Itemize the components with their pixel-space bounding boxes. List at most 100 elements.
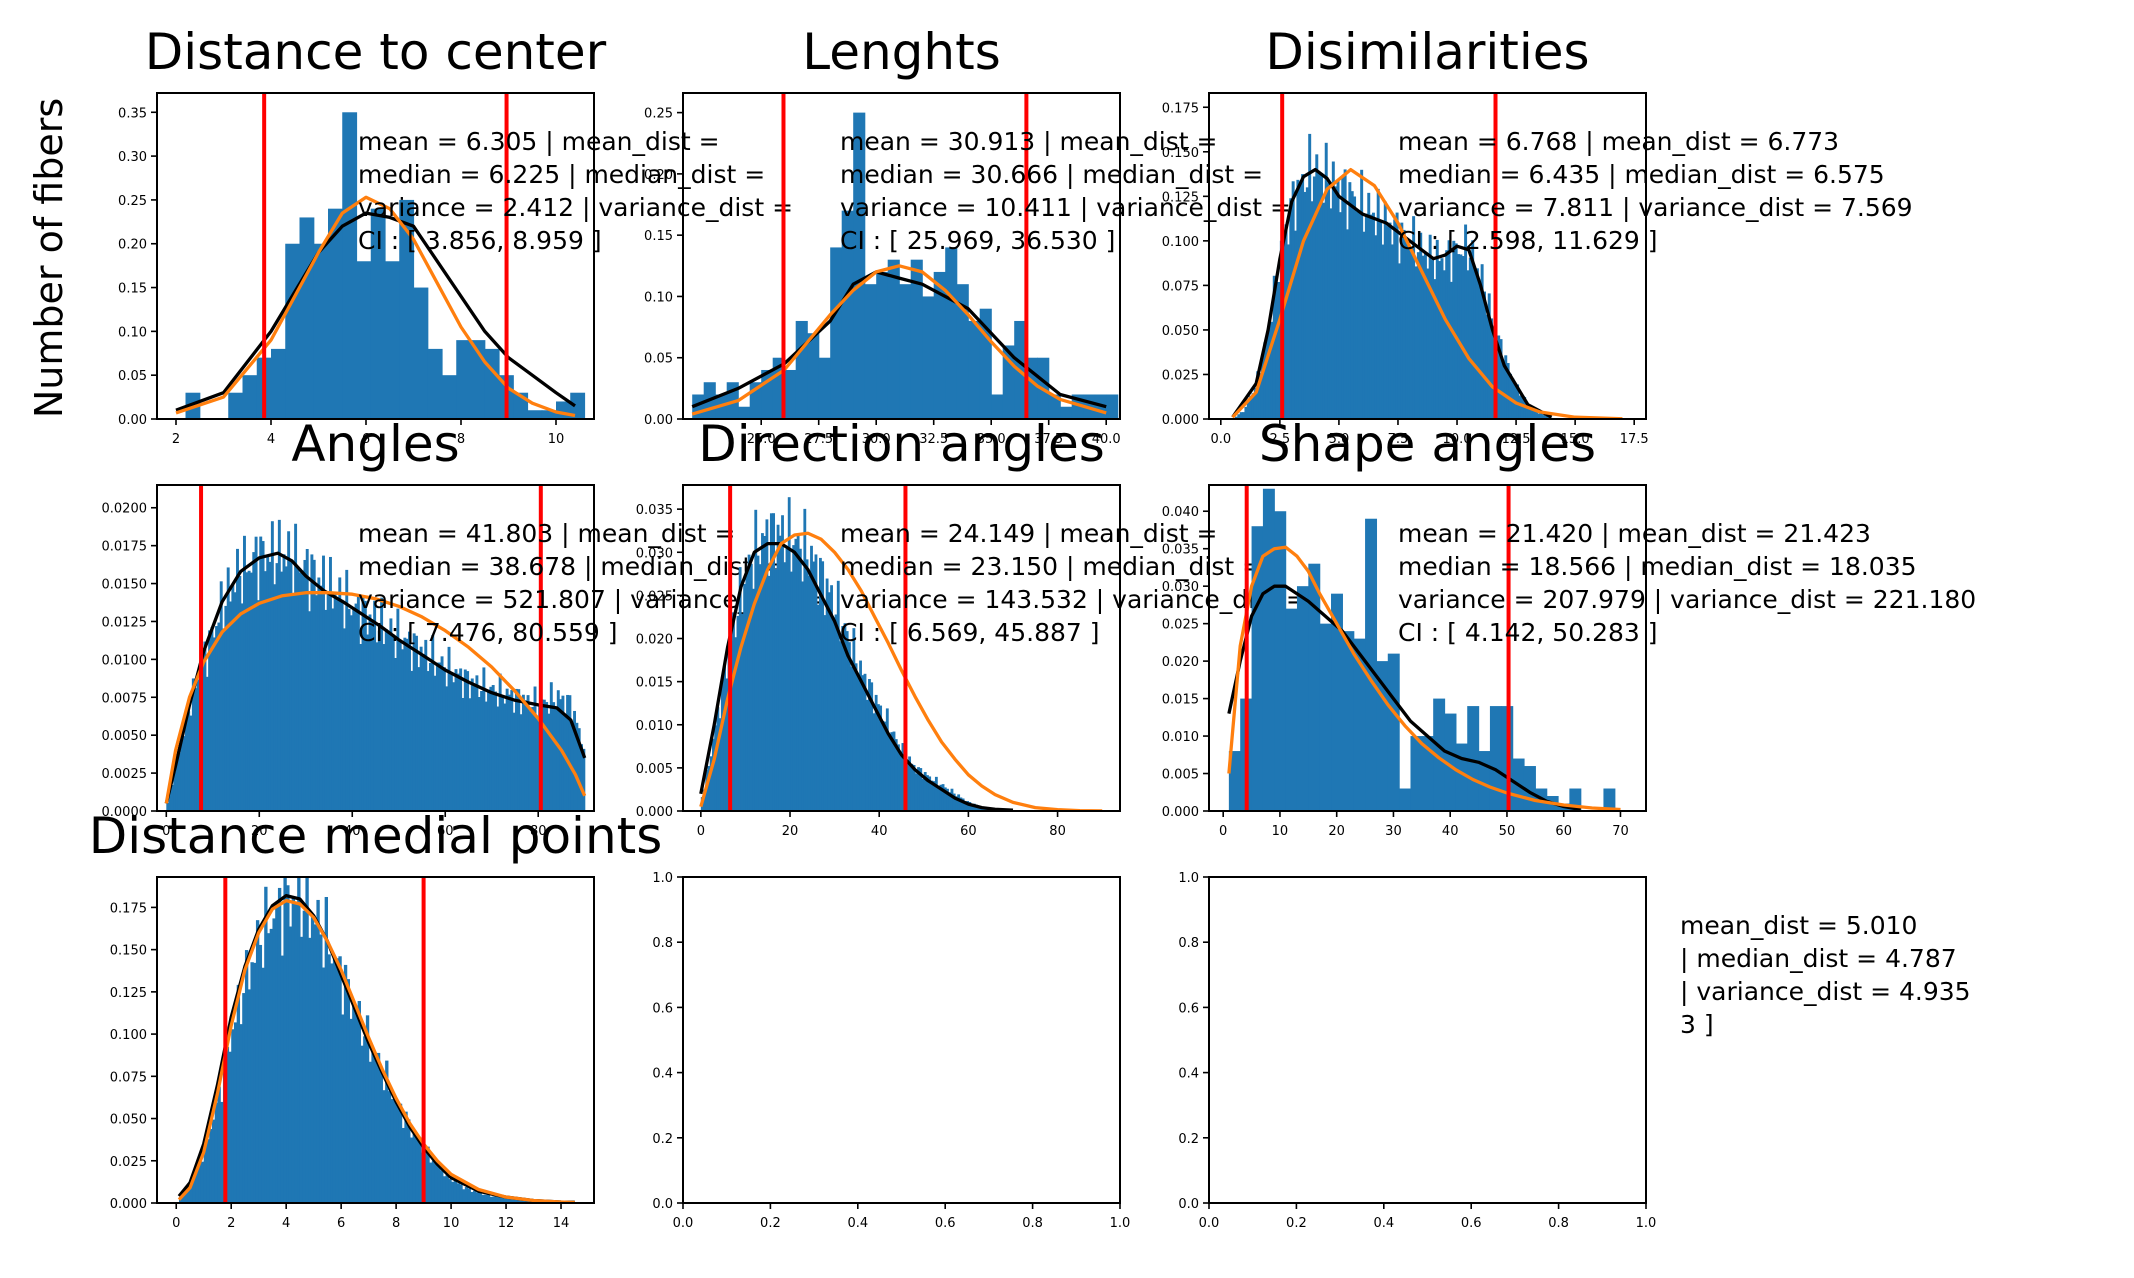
histogram-bar [521,694,525,811]
histogram-bar [1520,396,1524,419]
histogram-bar [335,600,339,811]
histogram-bar [500,1197,504,1203]
kde-curve [699,541,1014,811]
x-tick-label: 0.8 [1022,1216,1043,1231]
x-tick-label: 10 [1272,824,1289,839]
histogram-bar [330,963,334,1203]
histogram-bar [240,603,244,811]
histogram-bar [494,691,497,811]
stats-line: variance = 2.412 | variance_dist = [358,193,793,222]
histogram-bar [289,560,293,811]
y-tick-label: 0.010 [1162,730,1199,745]
histogram-bar [1319,623,1332,811]
histogram-bar [531,706,535,811]
x-tick-label: 8 [457,432,465,447]
histogram-bar [475,1192,480,1203]
x-tick-label: 20 [251,824,268,839]
histogram-bar [818,357,831,419]
histogram-bar [1530,408,1534,419]
subplot-2: 25.0 27.5 30.0 32.5 35.0 37.5 40.0 0.00 0.05 0.10… [644,23,1291,447]
x-tick-label: 40 [871,824,888,839]
stats-line: median = 18.566 | median_dist = 18.035 [1398,552,1917,581]
histogram-bar [454,669,458,811]
y-tick-label: 0.6 [1178,1001,1199,1016]
histogram-bar [795,320,808,419]
histogram-bar [1237,414,1241,419]
histogram-bar [277,887,282,1203]
y-tick-label: 1.0 [1178,871,1199,886]
fitted-distribution-curve [699,531,1103,811]
histogram-bar [928,776,932,811]
histogram-bar [1504,355,1508,419]
y-tick-label: 0.0125 [102,615,148,630]
histogram-bar [1353,196,1357,419]
histogram-bar [192,1177,197,1203]
histogram-bar [926,775,929,811]
axes-frame [1208,92,1647,420]
histogram-bar [319,934,323,1203]
histogram-bar [887,259,900,419]
histogram-bar [208,630,212,811]
histogram-bar [453,1181,458,1203]
histogram-bar [209,1128,213,1203]
histogram-bar [200,1161,205,1203]
histogram-bar [1383,201,1387,419]
histogram-bar [238,575,242,811]
histogram-bar [466,671,470,811]
histogram-bar [1294,230,1297,419]
histogram-bar [1416,252,1420,419]
histogram-bar [1322,202,1326,419]
histogram-bar [922,296,935,419]
histogram-bar [519,714,523,811]
histogram-bar [418,1137,422,1203]
histogram-bar [1603,788,1616,811]
histogram-bar [787,497,791,811]
histogram-bar [356,594,360,811]
histogram-bar [445,1170,449,1203]
histogram-bar [313,243,329,419]
stats-line: variance = 143.532 | variance_dist = [840,585,1307,614]
histogram-bar [486,1194,491,1203]
histogram-bar [426,1146,430,1203]
histogram-bar [968,320,981,419]
histogram-bar [723,664,726,811]
histogram-bar [435,662,439,811]
histogram-bar [442,1176,447,1203]
y-tick-label: 0.05 [118,369,147,384]
histogram-bar [349,1018,353,1203]
histogram-bar [291,897,296,1203]
histogram-bar [1480,264,1484,419]
stats-line: median = 30.666 | median_dist = [840,160,1263,189]
histogram-bar [380,597,384,811]
histogram-bar [272,918,276,1203]
stats-line: | variance_dist = 4.935 [1680,977,1971,1006]
histogram-bar [1435,239,1439,419]
subplot-title: Distance medial points [89,807,663,865]
histogram-bar [825,578,829,811]
histogram-bar [1381,244,1385,419]
histogram-bar [885,708,889,811]
y-tick-label: 0.0050 [102,729,148,744]
histogram-bar [328,208,343,419]
x-tick-label: 0 [697,824,705,839]
histogram-bar [756,555,760,811]
histogram-bar [415,635,418,811]
histogram-bar [745,573,749,811]
histogram-bar [228,1051,232,1203]
histogram-bar [514,1198,518,1203]
y-tick-label: 1.0 [652,871,673,886]
y-tick-label: 0.0175 [102,540,148,555]
histogram-bar [440,1170,444,1203]
histogram-bar [269,928,274,1203]
histogram-bar [734,637,738,811]
y-tick-label: 0.020 [1162,655,1199,670]
histogram-bar [261,541,265,811]
histogram-bar [245,572,249,811]
histogram-bar [495,1196,499,1203]
histogram-bar [1457,254,1460,419]
histogram-bar [231,583,235,811]
x-tick-label: 35.0 [977,432,1006,447]
histogram-bar [514,688,518,811]
histogram-bar [189,1182,194,1203]
histogram-bar [263,571,267,811]
